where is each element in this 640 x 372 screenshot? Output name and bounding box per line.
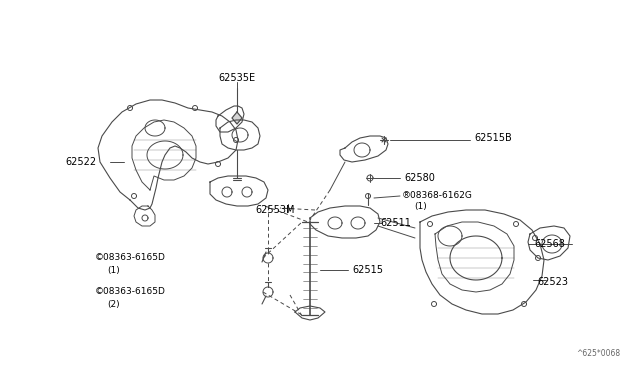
Text: ^625*0068: ^625*0068 [576, 349, 620, 358]
Text: 62515B: 62515B [474, 133, 512, 143]
Text: 62522: 62522 [65, 157, 96, 167]
Text: 62515: 62515 [352, 265, 383, 275]
Text: ©08363-6165D: ©08363-6165D [95, 288, 166, 296]
Text: ©08363-6165D: ©08363-6165D [95, 253, 166, 263]
Text: (2): (2) [107, 299, 120, 308]
Polygon shape [232, 112, 242, 124]
Text: 62580: 62580 [404, 173, 435, 183]
Text: (1): (1) [107, 266, 120, 275]
Text: 62523: 62523 [537, 277, 568, 287]
Text: 62535E: 62535E [218, 73, 255, 83]
Text: 62553M: 62553M [255, 205, 295, 215]
Text: 62511: 62511 [380, 218, 411, 228]
Text: (1): (1) [414, 202, 427, 212]
Text: ®08368-6162G: ®08368-6162G [402, 192, 473, 201]
Text: 62568: 62568 [534, 239, 565, 249]
